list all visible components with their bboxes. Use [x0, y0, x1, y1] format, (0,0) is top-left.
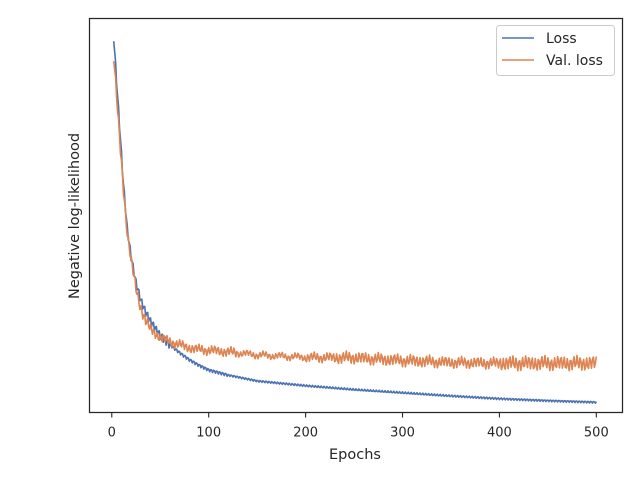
series-layer — [112, 41, 598, 404]
x-tick-label: 300 — [390, 426, 415, 441]
x-tick-label: 0 — [108, 426, 116, 441]
legend-label-loss: Loss — [546, 31, 577, 47]
series-line-val-loss — [112, 61, 598, 372]
series-line-loss — [112, 41, 598, 404]
legend: Loss Val. loss — [496, 25, 615, 76]
x-tick-label: 200 — [293, 426, 318, 441]
x-tick-label: 100 — [196, 426, 221, 441]
x-axis-ticks: 0 100 200 300 400 500 — [108, 412, 609, 441]
y-axis-label: Negative log-likelihood — [67, 133, 83, 299]
x-tick-label: 400 — [487, 426, 512, 441]
legend-label-val-loss: Val. loss — [546, 53, 603, 69]
x-tick-label: 500 — [584, 426, 609, 441]
x-axis-label: Epochs — [329, 447, 381, 463]
